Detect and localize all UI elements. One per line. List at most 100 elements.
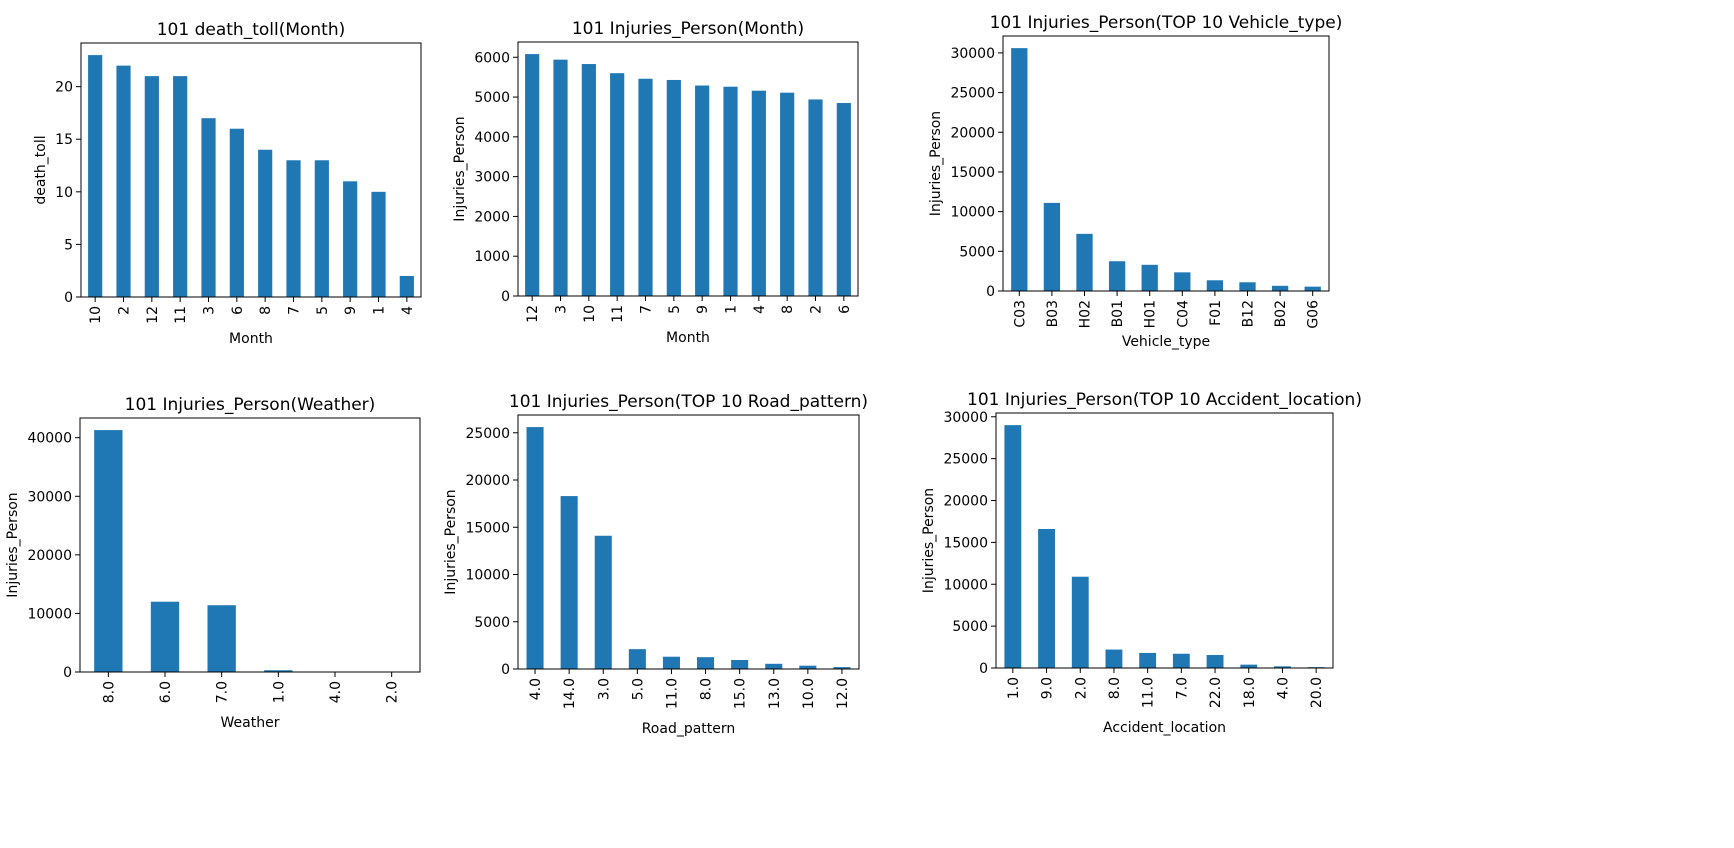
bar-11 — [173, 76, 188, 297]
y-tick-label: 30000 — [943, 410, 988, 426]
bar-5 — [666, 79, 681, 297]
y-tick-label: 15000 — [943, 535, 988, 551]
y-tick-label: 10000 — [943, 577, 988, 593]
y-tick-label: 4000 — [474, 130, 510, 146]
x-tick-label: 7.0 — [215, 681, 231, 703]
y-tick-label: 0 — [979, 661, 988, 677]
bar-1 — [371, 191, 386, 297]
y-axis-label: Injuries_Person — [443, 489, 459, 594]
bar-2 — [116, 65, 131, 297]
y-tick-label: 0 — [63, 665, 72, 681]
bar-3 — [201, 118, 216, 297]
y-ticks: 0 5000 10000 15000 20000 25000 — [465, 426, 518, 678]
bar-9.0 — [1038, 528, 1055, 668]
chart-title: 101 Injuries_Person(Month) — [572, 19, 804, 39]
x-tick-label: 12.0 — [835, 678, 851, 709]
bar-18.0 — [1240, 664, 1258, 668]
x-axis-label: Vehicle_type — [1122, 334, 1210, 350]
y-tick-label: 5000 — [474, 90, 510, 106]
bar-4.0 — [1274, 666, 1291, 668]
x-axis-label: Month — [229, 331, 273, 347]
y-tick-label: 15 — [55, 132, 73, 148]
x-tick-label: 6 — [230, 306, 246, 315]
x-tick-label: H01 — [1143, 300, 1159, 328]
x-ticks: 1.0 9.0 2.0 8.0 11.0 7.0 22.0 18.0 4.0 20.0 — [1006, 668, 1325, 708]
bar-2.0 — [1071, 576, 1089, 668]
bar-8.0 — [697, 657, 715, 669]
bar-6.0 — [150, 601, 180, 672]
x-tick-label: 13.0 — [767, 678, 783, 709]
x-axis-label: Weather — [221, 715, 280, 731]
y-tick-label: 5 — [64, 237, 73, 253]
bars — [88, 55, 414, 297]
bar-H02 — [1076, 233, 1093, 291]
chart-title: 101 death_toll(Month) — [157, 20, 346, 40]
x-tick-label: 4 — [752, 305, 768, 314]
x-tick-label: 5.0 — [630, 678, 646, 700]
x-tick-label: 7 — [639, 305, 655, 314]
bar-11 — [610, 73, 625, 296]
bar-C04 — [1174, 272, 1191, 291]
x-tick-label: 5 — [667, 305, 683, 314]
x-tick-label: 11.0 — [664, 678, 680, 709]
x-tick-label: 2 — [117, 306, 133, 315]
x-tick-label: 1.0 — [271, 681, 287, 703]
y-tick-label: 20000 — [465, 473, 510, 489]
bar-12 — [144, 76, 159, 297]
y-tick-label: 20 — [55, 80, 73, 96]
bar-4 — [399, 275, 414, 297]
subplot-5: 0 5000 10000 15000 20000 25000 4.0 14.0 3.0 5.0 11… — [443, 392, 868, 737]
x-tick-label: 2.0 — [1073, 677, 1089, 699]
bar-2 — [808, 99, 823, 296]
x-tick-label: 3 — [202, 306, 218, 315]
x-tick-label: B01 — [1110, 300, 1126, 327]
bars — [94, 430, 406, 672]
x-tick-label: 10 — [88, 306, 104, 324]
x-tick-label: 22.0 — [1208, 677, 1224, 708]
bar-7.0 — [1172, 653, 1190, 668]
x-tick-label: B12 — [1241, 300, 1257, 327]
x-tick-label: 1 — [724, 305, 740, 314]
x-axis-label: Month — [666, 330, 710, 346]
x-tick-label: 5 — [315, 306, 331, 315]
bar-5.0 — [628, 649, 646, 669]
x-tick-label: 9.0 — [1040, 677, 1056, 699]
y-axis-label: death_toll — [33, 135, 49, 204]
x-tick-label: 2.0 — [385, 681, 401, 703]
x-tick-label: 8 — [258, 306, 274, 315]
x-ticks: 12 3 10 11 7 5 9 1 4 8 2 6 — [525, 296, 853, 323]
y-tick-label: 0 — [986, 284, 995, 300]
y-tick-label: 10000 — [465, 568, 510, 584]
y-tick-label: 10 — [55, 185, 73, 201]
axes-frame — [995, 412, 1334, 669]
y-tick-label: 0 — [64, 290, 73, 306]
x-tick-label: 20.0 — [1309, 677, 1325, 708]
y-tick-label: 25000 — [950, 86, 995, 102]
x-tick-label: 2 — [809, 305, 825, 314]
y-tick-label: 40000 — [27, 431, 72, 447]
x-tick-label: C04 — [1175, 300, 1191, 328]
bar-B02 — [1271, 285, 1289, 291]
bar-9 — [343, 181, 358, 297]
x-tick-label: G06 — [1306, 300, 1322, 329]
bar-10 — [88, 55, 103, 297]
x-ticks: 8.0 6.0 7.0 1.0 4.0 2.0 — [101, 672, 401, 703]
subplot-4: 0 10000 20000 30000 40000 8.0 6.0 7.0 1.0 4.0 2.0 1… — [5, 395, 421, 731]
bar-22.0 — [1206, 655, 1224, 668]
y-tick-label: 3000 — [474, 170, 510, 186]
x-tick-label: B02 — [1273, 300, 1289, 327]
x-tick-label: 11 — [173, 306, 189, 324]
axes-frame — [517, 41, 859, 297]
chart-title: 101 Injuries_Person(Weather) — [125, 395, 376, 415]
x-tick-label: 4.0 — [528, 678, 544, 700]
y-tick-label: 6000 — [474, 50, 510, 66]
bar-7 — [286, 160, 301, 297]
bar-10.0 — [799, 665, 817, 669]
chart-title: 101 Injuries_Person(TOP 10 Road_pattern) — [509, 392, 868, 412]
bars — [1011, 48, 1321, 291]
bar-G06 — [1304, 286, 1321, 291]
x-tick-label: C03 — [1012, 300, 1028, 328]
bar-8.0 — [94, 430, 123, 672]
